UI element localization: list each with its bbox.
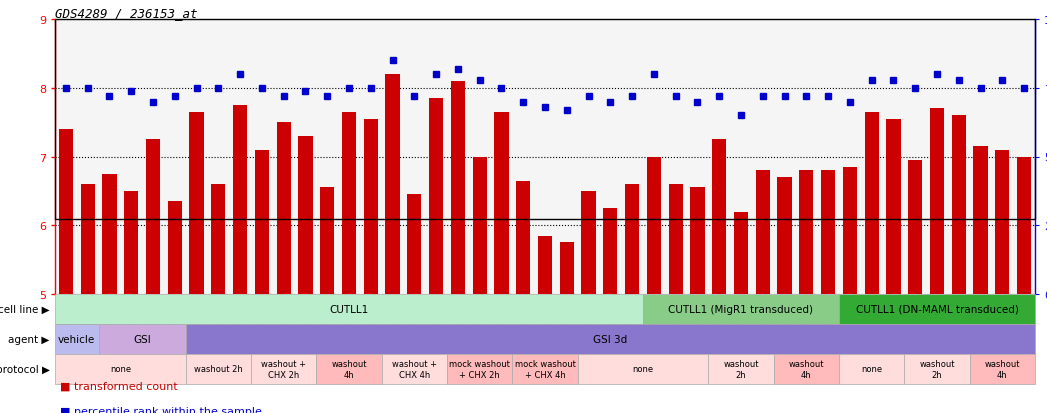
Text: cell line ▶: cell line ▶: [0, 304, 50, 314]
Text: mock washout
+ CHX 2h: mock washout + CHX 2h: [449, 359, 510, 379]
Bar: [233, 106, 247, 294]
Text: vehicle: vehicle: [59, 334, 95, 344]
Text: washout +
CHX 2h: washout + CHX 2h: [261, 359, 306, 379]
Bar: [908, 161, 922, 294]
Text: washout
4h: washout 4h: [788, 359, 824, 379]
Bar: [887, 119, 900, 294]
Bar: [254, 150, 269, 294]
Bar: [103, 174, 116, 294]
Text: CUTLL1: CUTLL1: [330, 304, 369, 314]
Bar: [669, 185, 683, 294]
Bar: [385, 75, 400, 294]
Text: washout
4h: washout 4h: [331, 359, 366, 379]
Text: washout
4h: washout 4h: [984, 359, 1020, 379]
Text: protocol ▶: protocol ▶: [0, 364, 50, 374]
Bar: [756, 171, 770, 294]
Bar: [778, 178, 792, 294]
Bar: [647, 157, 661, 294]
Bar: [320, 188, 334, 294]
Bar: [211, 185, 225, 294]
Bar: [581, 191, 596, 294]
Bar: [712, 140, 727, 294]
Bar: [59, 130, 73, 294]
Text: GSI: GSI: [133, 334, 151, 344]
Bar: [494, 112, 509, 294]
Bar: [734, 212, 748, 294]
Text: washout
2h: washout 2h: [723, 359, 759, 379]
Bar: [516, 181, 530, 294]
Bar: [472, 157, 487, 294]
Bar: [125, 191, 138, 294]
Text: CUTLL1 (MigR1 transduced): CUTLL1 (MigR1 transduced): [668, 304, 814, 314]
Text: ■ transformed count: ■ transformed count: [61, 381, 178, 391]
Text: washout 2h: washout 2h: [194, 365, 243, 374]
Bar: [799, 171, 814, 294]
Bar: [930, 109, 944, 294]
Bar: [560, 243, 574, 294]
Text: none: none: [632, 365, 653, 374]
Text: CUTLL1 (DN-MAML transduced): CUTLL1 (DN-MAML transduced): [855, 304, 1019, 314]
Bar: [342, 112, 356, 294]
Bar: [996, 150, 1009, 294]
Bar: [538, 236, 552, 294]
Text: washout
2h: washout 2h: [919, 359, 955, 379]
Text: none: none: [110, 365, 131, 374]
Bar: [690, 188, 705, 294]
Bar: [363, 119, 378, 294]
Bar: [298, 137, 312, 294]
Text: ■ percentile rank within the sample: ■ percentile rank within the sample: [61, 406, 262, 413]
Bar: [952, 116, 965, 294]
Bar: [81, 185, 94, 294]
Bar: [429, 99, 443, 294]
Bar: [146, 140, 160, 294]
Bar: [865, 112, 878, 294]
Text: washout +
CHX 4h: washout + CHX 4h: [392, 359, 437, 379]
Text: mock washout
+ CHX 4h: mock washout + CHX 4h: [514, 359, 576, 379]
Bar: [625, 185, 639, 294]
Bar: [190, 112, 203, 294]
Bar: [276, 123, 291, 294]
Bar: [168, 202, 182, 294]
Bar: [843, 167, 856, 294]
Bar: [974, 147, 987, 294]
Text: GSI 3d: GSI 3d: [594, 334, 627, 344]
Bar: [603, 209, 618, 294]
Bar: [407, 195, 421, 294]
Text: agent ▶: agent ▶: [8, 334, 50, 344]
Text: GDS4289 / 236153_at: GDS4289 / 236153_at: [55, 7, 198, 20]
Bar: [451, 82, 465, 294]
Bar: [821, 171, 836, 294]
Bar: [1017, 157, 1031, 294]
Text: none: none: [861, 365, 883, 374]
